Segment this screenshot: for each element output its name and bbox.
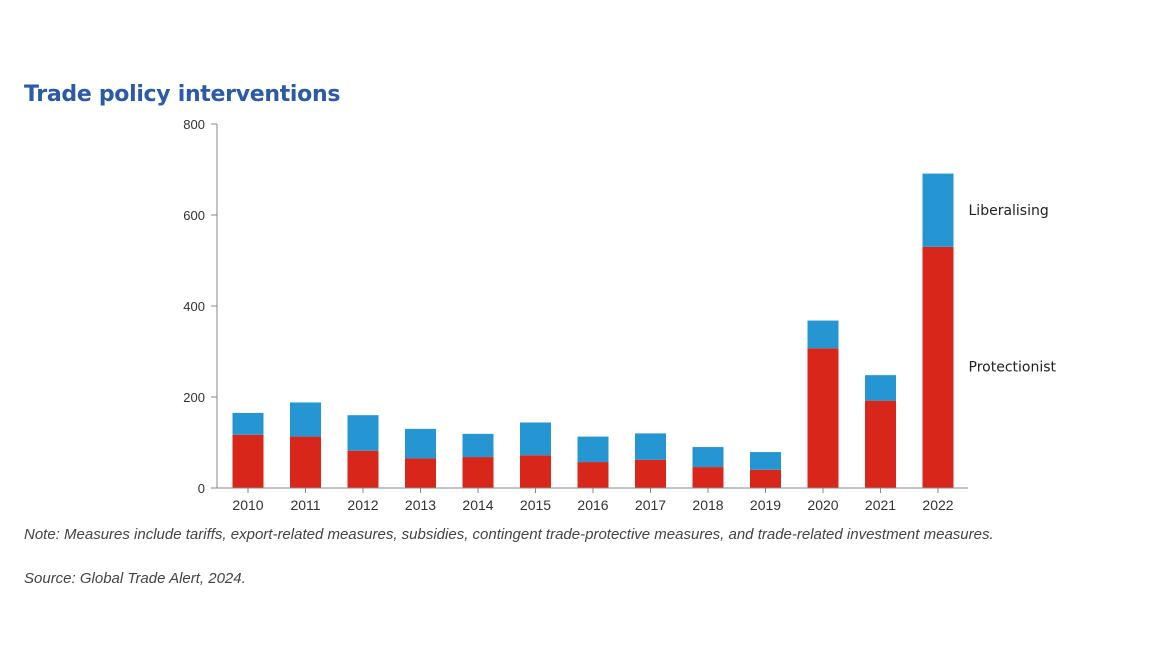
- y-tick-label: 400: [183, 299, 205, 314]
- x-tick-label: 2019: [750, 497, 781, 513]
- bar-protectionist-2012: [347, 450, 379, 488]
- bar-liberalising-2021: [865, 375, 896, 401]
- x-tick-label: 2012: [347, 497, 378, 513]
- bar-liberalising-2011: [290, 402, 321, 437]
- bar-protectionist-2018: [692, 467, 724, 488]
- x-axis: 2010 2011 2012 2013 2014 2015 2016 2017 2018 2019…: [217, 487, 968, 513]
- bars-group: [232, 173, 954, 488]
- bar-liberalising-2014: [462, 433, 494, 458]
- x-tick-label: 2021: [865, 497, 896, 513]
- bar-protectionist-2010: [232, 434, 264, 488]
- bar-protectionist-2013: [405, 458, 436, 488]
- x-tick-label: 2016: [577, 497, 608, 513]
- y-tick-label: 600: [183, 208, 205, 223]
- x-tick-label: 2015: [520, 497, 551, 513]
- bar-protectionist-2017: [635, 459, 666, 488]
- x-tick-label: 2011: [290, 497, 320, 513]
- x-tick-label: 2018: [692, 497, 723, 513]
- bar-liberalising-2018: [692, 447, 724, 468]
- chart-source: Source: Global Trade Alert, 2024.: [24, 570, 246, 587]
- x-tick-label: 2010: [232, 497, 263, 513]
- bar-protectionist-2022: [922, 246, 954, 488]
- x-tick-label: 2022: [922, 497, 953, 513]
- chart-note: Note: Measures include tariffs, export-r…: [24, 526, 994, 543]
- y-axis: 0 200 400 600 800: [183, 117, 218, 496]
- legend-label-liberalising: Liberalising: [969, 203, 1049, 219]
- bar-liberalising-2019: [750, 452, 781, 470]
- legend: Protectionist Liberalising: [969, 203, 1057, 375]
- bar-protectionist-2016: [577, 462, 609, 488]
- bar-liberalising-2012: [347, 415, 379, 451]
- y-tick-label: 0: [198, 481, 205, 496]
- bar-protectionist-2011: [290, 436, 321, 488]
- bar-protectionist-2014: [462, 457, 494, 488]
- bar-liberalising-2017: [635, 433, 666, 460]
- x-tick-label: 2017: [635, 497, 666, 513]
- bar-liberalising-2016: [577, 436, 609, 463]
- x-tick-label: 2013: [405, 497, 436, 513]
- y-tick-label: 200: [183, 390, 205, 405]
- bar-protectionist-2020: [807, 348, 839, 488]
- bar-liberalising-2015: [520, 422, 551, 456]
- legend-label-protectionist: Protectionist: [969, 359, 1057, 375]
- bar-protectionist-2015: [520, 455, 551, 488]
- y-tick-label: 800: [183, 117, 205, 132]
- bar-protectionist-2021: [865, 400, 896, 488]
- chart-title: Trade policy interventions: [24, 82, 341, 107]
- x-tick-label: 2020: [807, 497, 838, 513]
- bar-liberalising-2022: [922, 173, 954, 247]
- bar-liberalising-2010: [232, 412, 264, 435]
- bar-liberalising-2020: [807, 320, 839, 349]
- bar-liberalising-2013: [405, 428, 436, 459]
- x-tick-label: 2014: [462, 497, 493, 513]
- bar-protectionist-2019: [750, 469, 781, 488]
